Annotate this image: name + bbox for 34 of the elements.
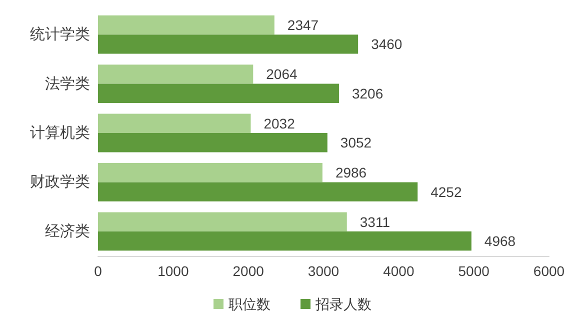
bar xyxy=(98,212,347,232)
bar xyxy=(98,231,472,251)
bar xyxy=(98,163,322,182)
bar xyxy=(98,114,251,133)
legend-label: 职位数 xyxy=(228,296,270,312)
data-label: 2032 xyxy=(264,115,296,132)
x-tick-label: 0 xyxy=(94,263,102,279)
data-label: 4968 xyxy=(484,232,516,249)
y-tick-label: 经济类 xyxy=(45,222,90,240)
y-tick-label: 财政学类 xyxy=(30,174,90,191)
data-label: 2986 xyxy=(335,164,367,181)
x-tick-label: 2000 xyxy=(232,263,264,279)
data-label: 3206 xyxy=(352,85,384,102)
legend-label: 招录人数 xyxy=(314,296,372,312)
x-tick-label: 4000 xyxy=(383,263,414,279)
y-tick-label: 法学类 xyxy=(45,75,90,92)
y-tick-label: 统计学类 xyxy=(30,26,90,44)
data-label: 3460 xyxy=(371,36,402,52)
data-label: 3052 xyxy=(340,134,372,151)
bar xyxy=(98,64,254,84)
bar xyxy=(98,84,339,103)
x-tick-label: 5000 xyxy=(458,263,490,279)
data-label: 4252 xyxy=(430,184,462,200)
data-label: 2064 xyxy=(266,66,298,82)
data-label: 3311 xyxy=(360,214,390,230)
x-tick-label: 3000 xyxy=(308,263,340,279)
bar xyxy=(98,15,274,35)
x-tick-label: 6000 xyxy=(533,263,565,279)
bar xyxy=(98,133,328,152)
data-label: 2347 xyxy=(287,17,319,34)
y-tick-label: 计算机类 xyxy=(30,124,90,142)
bar xyxy=(98,34,358,54)
bar xyxy=(98,182,418,202)
x-tick-label: 1000 xyxy=(158,263,189,279)
